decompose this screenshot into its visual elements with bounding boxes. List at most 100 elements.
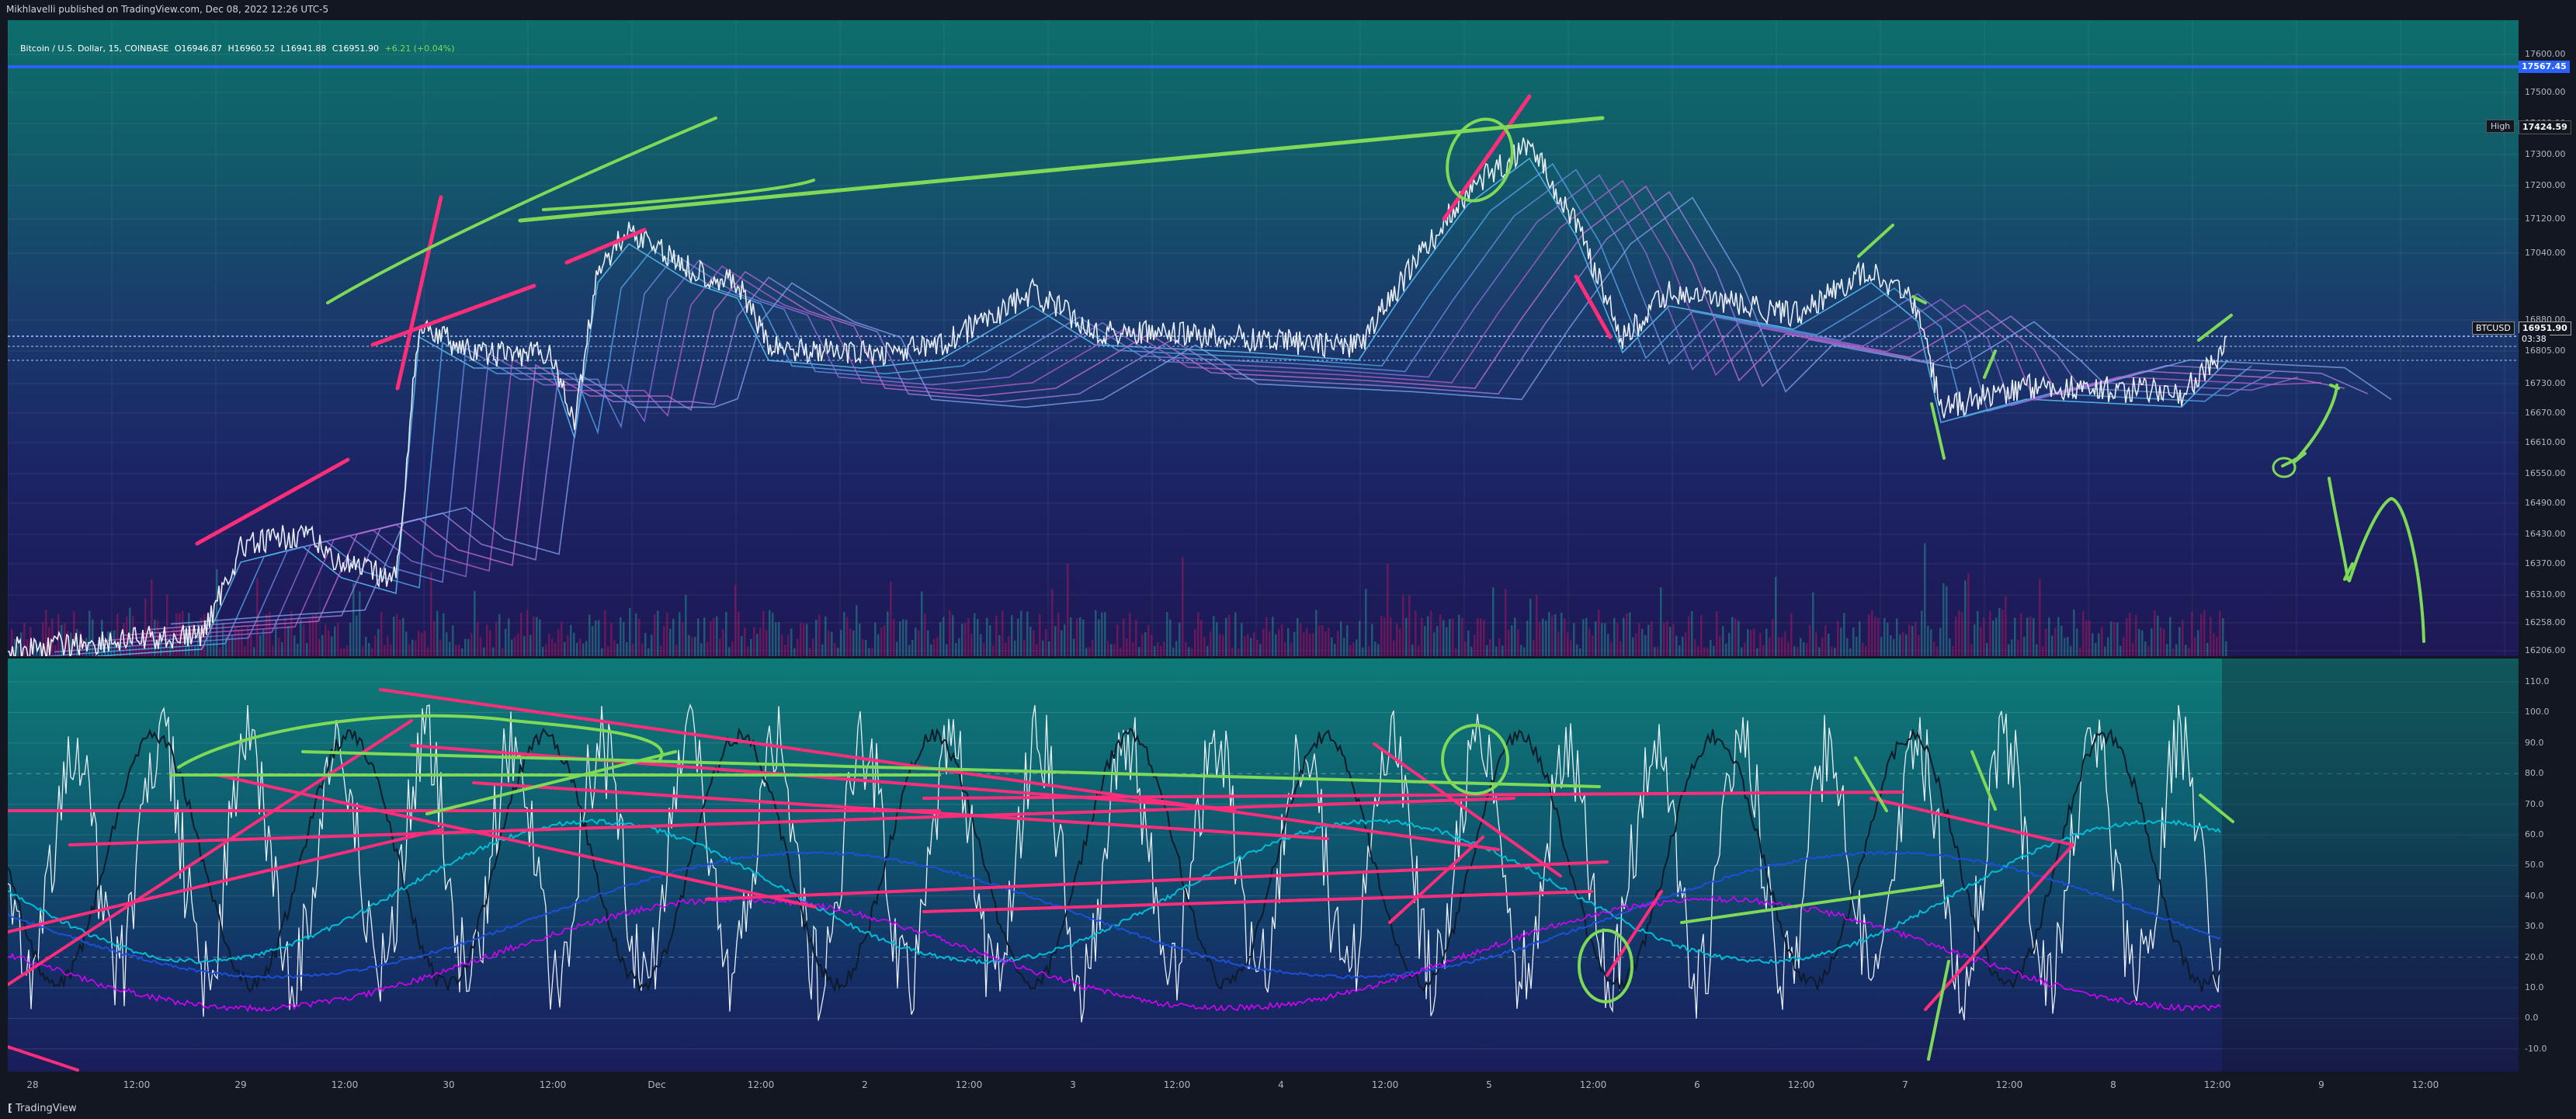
green-trendline	[518, 116, 1605, 223]
price-tick-label: 17500.00	[2525, 87, 2566, 97]
green-trendline	[2199, 794, 2234, 823]
time-axis-label: 12:00	[1371, 1079, 1399, 1090]
legend-low: L16941.88	[280, 43, 327, 54]
time-axis-label: 12:00	[1579, 1079, 1607, 1090]
blue-line-price-tag: 17567.45	[2519, 61, 2570, 73]
pink-trendline	[1606, 890, 1663, 977]
time-axis[interactable]: 28 12:00 29 12:00 30 12:00 Dec 12:00 2 12:00 3 12:0…	[8, 1073, 2519, 1096]
price-candles-series	[8, 137, 2227, 656]
moving-average-ribbon	[40, 157, 2392, 656]
time-axis-label: 12:00	[1995, 1079, 2023, 1090]
high-label: High	[2486, 120, 2515, 133]
oscillator-tick-label: 60.0	[2525, 829, 2544, 839]
oscillator-tick-label: 50.0	[2525, 860, 2544, 871]
tradingview-logo-icon: ⁅	[8, 1103, 12, 1114]
brand-name: TradingView	[16, 1103, 77, 1114]
pink-trendline	[1442, 94, 1532, 221]
oscillator-tick-label: 40.0	[2525, 890, 2544, 901]
oscillator-tick-label: 10.0	[2525, 982, 2544, 992]
price-tick-label: 16258.00	[2525, 617, 2566, 627]
pink-trendline	[472, 781, 1329, 840]
pink-trendline	[216, 773, 817, 909]
green-trendline	[1680, 884, 1942, 924]
green-trendline	[1911, 295, 1927, 304]
pink-trendline	[195, 457, 350, 546]
oscillator-tick-label: 30.0	[2525, 921, 2544, 932]
future-area-shade	[2222, 659, 2519, 1072]
time-axis-label: 12:00	[2203, 1079, 2231, 1090]
green-trendline	[425, 750, 677, 815]
pink-trendline	[705, 860, 1609, 901]
green-trendline	[1854, 756, 1888, 812]
legend-close: C16951.90	[332, 43, 380, 54]
pink-trendline	[1870, 797, 2074, 846]
time-axis-label: 3	[1070, 1079, 1076, 1090]
time-axis-label: 28	[26, 1079, 39, 1090]
legend-change: +6.21 (+0.04%)	[384, 43, 455, 54]
price-tick-label: 16550.00	[2525, 468, 2566, 478]
symbol-tag: BTCUSD	[2472, 321, 2515, 335]
price-tick-label: 16430.00	[2525, 529, 2566, 539]
high-price-tag: 17424.59	[2519, 120, 2571, 134]
symbol-name: Bitcoin / U.S. Dollar, 15, COINBASE	[20, 43, 169, 54]
oscillator-tick-label: 90.0	[2525, 737, 2544, 748]
time-axis-label: 12:00	[2411, 1079, 2439, 1090]
pink-trendline	[68, 797, 1515, 846]
price-tick-label: 16206.00	[2525, 645, 2566, 655]
legend-open: O16946.87	[174, 43, 222, 54]
time-axis-label: 30	[443, 1079, 455, 1090]
price-grid	[8, 20, 2519, 656]
price-tick-label: 17600.00	[2525, 49, 2566, 59]
publisher-header: Mikhlavelli published on TradingView.com…	[0, 0, 2576, 19]
green-trendline	[1970, 750, 1997, 811]
oscillator-canvas[interactable]	[8, 659, 2519, 1072]
volume-histogram	[11, 543, 2227, 656]
green-circle-mark	[1578, 929, 1633, 1003]
pink-trendline	[564, 228, 647, 265]
bar-countdown-tag: 03:38	[2519, 333, 2550, 346]
oscillator-tick-label: 100.0	[2525, 707, 2550, 718]
footer: ⁅ TradingView	[0, 1098, 2576, 1119]
pink-trendline	[8, 719, 413, 986]
oscillator-axis[interactable]: 110.0 100.0 90.0 80.0 70.0 60.0 50.0 40.0 30.0 20…	[2519, 659, 2576, 1072]
price-axis[interactable]: 17600.0017500.0017400.0017300.0017200.00…	[2519, 20, 2576, 656]
price-tick-label: 16670.00	[2525, 408, 2566, 418]
green-circle-mark	[1441, 724, 1509, 795]
symbol-legend[interactable]: Bitcoin / U.S. Dollar, 15, COINBASE O169…	[20, 43, 458, 54]
oscillator-tick-label: -10.0	[2525, 1043, 2547, 1054]
time-axis-label: 29	[234, 1079, 247, 1090]
price-chart-pane[interactable]: Bitcoin / U.S. Dollar, 15, COINBASE O169…	[8, 20, 2519, 656]
price-tick-label: 16310.00	[2525, 589, 2566, 599]
pink-trendline	[922, 890, 1593, 913]
price-tick-label: 17040.00	[2525, 248, 2566, 258]
pink-trendline	[1924, 843, 2074, 1011]
price-tick-label: 16370.00	[2525, 558, 2566, 568]
price-tick-label: 17300.00	[2525, 149, 2566, 159]
pink-trendline	[1388, 836, 1484, 924]
time-axis-label: 5	[1486, 1079, 1492, 1090]
price-chart-canvas[interactable]	[8, 20, 2519, 656]
legend-high: H16960.52	[227, 43, 276, 54]
oscillator-tick-label: 80.0	[2525, 768, 2544, 779]
time-axis-label: 8	[2110, 1079, 2116, 1090]
price-tick-label: 16730.00	[2525, 378, 2566, 388]
pink-trendline	[370, 283, 536, 347]
oscillator-tick-label: 0.0	[2525, 1013, 2539, 1023]
green-trendline	[1983, 349, 1997, 379]
time-axis-label: 12:00	[1787, 1079, 1815, 1090]
time-axis-label: Dec	[647, 1079, 666, 1090]
time-axis-label: 12:00	[123, 1079, 151, 1090]
pink-trendline	[8, 828, 444, 933]
green-trendline	[1930, 402, 1946, 460]
trend-drawings	[195, 94, 2425, 643]
time-axis-label: 9	[2318, 1079, 2324, 1090]
green-trendline	[301, 750, 1601, 788]
time-axis-label: 12:00	[747, 1079, 775, 1090]
price-tick-label: 16610.00	[2525, 437, 2566, 447]
time-axis-label: 7	[1902, 1079, 1908, 1090]
publisher-line: Mikhlavelli published on TradingView.com…	[6, 4, 329, 15]
oscillator-tick-label: 110.0	[2525, 676, 2550, 686]
oscillator-pane[interactable]	[8, 659, 2519, 1072]
pink-trendline	[395, 195, 443, 391]
price-tick-label: 16805.00	[2525, 346, 2566, 356]
